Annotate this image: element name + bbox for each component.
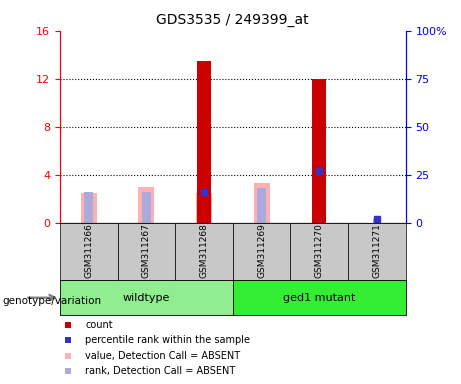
- Title: GDS3535 / 249399_at: GDS3535 / 249399_at: [156, 13, 309, 27]
- Text: GSM311270: GSM311270: [315, 223, 324, 278]
- Bar: [200, 192, 208, 223]
- Bar: [60, 223, 118, 280]
- Text: value, Detection Call = ABSENT: value, Detection Call = ABSENT: [85, 351, 241, 361]
- Bar: [60, 280, 233, 315]
- Bar: [257, 188, 266, 223]
- Bar: [138, 187, 154, 223]
- Bar: [81, 193, 97, 223]
- Bar: [196, 193, 212, 223]
- Text: GSM311268: GSM311268: [200, 223, 208, 278]
- Bar: [142, 192, 151, 223]
- Text: GSM311266: GSM311266: [84, 223, 93, 278]
- Text: wildtype: wildtype: [123, 293, 170, 303]
- Text: GSM311271: GSM311271: [372, 223, 381, 278]
- Bar: [233, 280, 406, 315]
- Bar: [348, 223, 406, 280]
- Bar: [290, 223, 348, 280]
- Bar: [233, 223, 290, 280]
- Bar: [175, 223, 233, 280]
- Bar: [372, 219, 381, 223]
- Bar: [254, 183, 270, 223]
- Bar: [118, 223, 175, 280]
- Text: ged1 mutant: ged1 mutant: [283, 293, 355, 303]
- Text: percentile rank within the sample: percentile rank within the sample: [85, 336, 250, 346]
- Bar: [312, 79, 326, 223]
- Text: GSM311269: GSM311269: [257, 223, 266, 278]
- Text: genotype/variation: genotype/variation: [2, 296, 101, 306]
- Text: count: count: [85, 320, 113, 330]
- Bar: [197, 61, 211, 223]
- Bar: [84, 192, 93, 223]
- Text: GSM311267: GSM311267: [142, 223, 151, 278]
- Text: rank, Detection Call = ABSENT: rank, Detection Call = ABSENT: [85, 366, 236, 376]
